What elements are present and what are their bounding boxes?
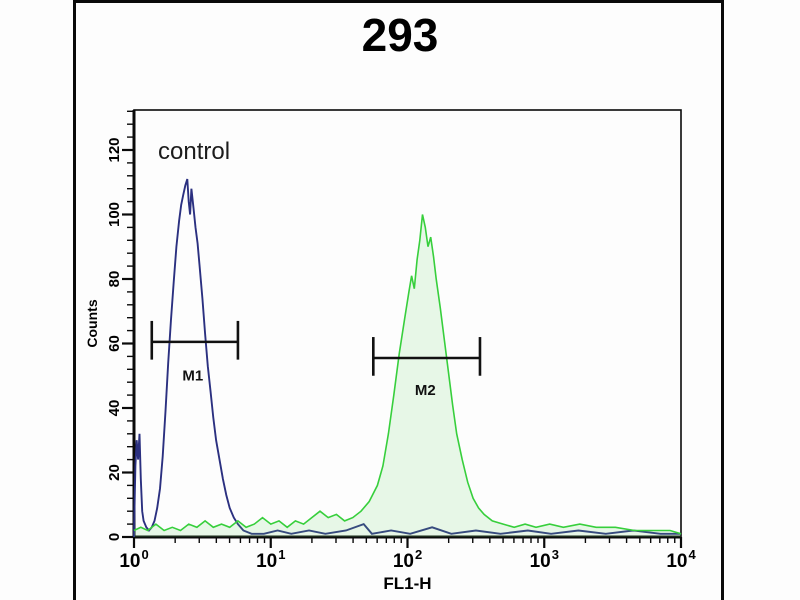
control-annotation: control	[158, 138, 230, 165]
y-axis-ticks: 0 20 40 60 80 100 120	[106, 110, 134, 541]
y-tick-label: 100	[106, 202, 123, 227]
y-tick-label: 120	[106, 137, 123, 162]
y-axis-label: Counts	[84, 299, 100, 347]
y-tick-label: 40	[106, 400, 123, 417]
x-tick-label: 100	[119, 547, 148, 572]
gate-marker-m2: M2	[372, 337, 482, 399]
stained-curve-fill	[134, 214, 681, 537]
x-tick-label: 101	[256, 547, 285, 572]
y-tick-label: 80	[106, 271, 123, 288]
gate-label: M2	[415, 382, 436, 399]
gate-marker-m1: M1	[150, 320, 240, 385]
figure-title: 293	[361, 9, 439, 61]
y-tick-label: 60	[106, 335, 123, 352]
x-axis-ticks: 100 101 102 103 104	[119, 537, 696, 572]
x-axis-label: FL1-H	[383, 574, 431, 593]
x-tick-label: 103	[530, 547, 559, 572]
y-tick-label: 0	[106, 533, 123, 541]
y-tick-label: 20	[106, 464, 123, 481]
gate-label: M1	[182, 368, 203, 385]
stained-curve	[133, 214, 682, 535]
x-tick-label: 102	[393, 547, 422, 572]
figure-frame	[73, 0, 724, 600]
x-tick-label: 104	[666, 547, 696, 572]
